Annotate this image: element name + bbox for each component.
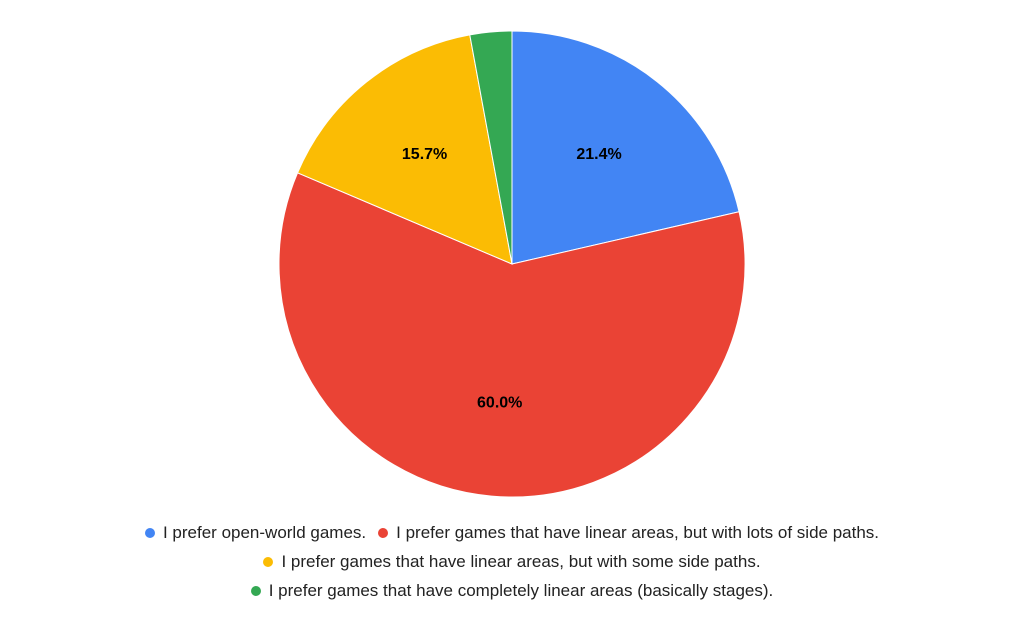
legend-item-some-side-paths: I prefer games that have linear areas, b… [263,551,761,572]
legend-label: I prefer games that have linear areas, b… [396,522,880,542]
pie-chart: 21.4% 60.0% 15.7% [278,30,746,498]
pie-slice-3 [296,34,513,265]
legend-row-3: I prefer games that have completely line… [0,576,1024,605]
pie-slice-4 [469,30,513,265]
legend-label: I prefer games that have linear areas, b… [281,551,761,571]
legend-swatch [144,527,155,538]
pie-slice-2 [278,172,746,498]
legend-row-1: I prefer open-world games. I prefer game… [0,518,1024,547]
legend-row-2: I prefer games that have linear areas, b… [0,547,1024,576]
legend-label: I prefer open-world games. [162,522,367,542]
pie-slice-1 [511,30,740,265]
legend-item-completely-linear: I prefer games that have completely line… [250,580,774,601]
slice-value-label: 21.4% [576,146,621,163]
legend-swatch [250,585,261,596]
legend-item-lots-side-paths: I prefer games that have linear areas, b… [378,523,879,543]
legend-swatch [263,556,274,567]
legend-swatch [378,527,389,538]
slice-value-label: 60.0% [477,394,522,411]
slice-value-label: 15.7% [402,146,447,163]
legend-item-open-world: I prefer open-world games. [144,522,367,543]
legend-label: I prefer games that have completely line… [268,580,774,600]
legend: I prefer open-world games. I prefer game… [0,518,1024,605]
